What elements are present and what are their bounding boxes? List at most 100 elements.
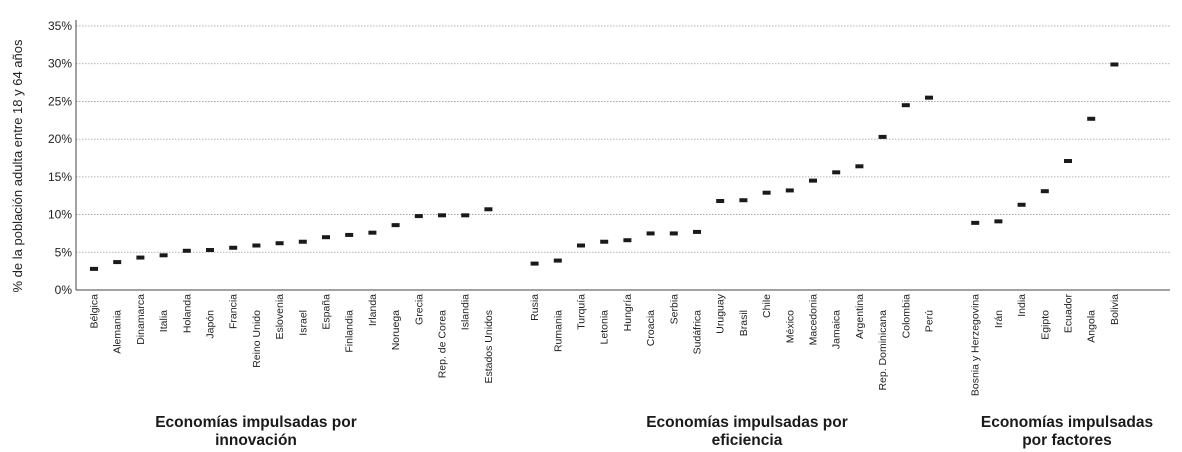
data-point — [252, 243, 261, 248]
data-point — [414, 214, 423, 219]
x-tick-label: Jamaica — [831, 310, 843, 349]
x-tick-label: Colombia — [900, 294, 912, 339]
x-tick-label: Brasil — [738, 310, 750, 336]
data-point — [809, 178, 817, 183]
data-point — [229, 245, 238, 250]
x-tick-labels: Bélgica Alemania Dinamarca Italia Holanda Jap… — [89, 293, 1121, 396]
data-point — [994, 219, 1003, 224]
data-point — [600, 239, 609, 244]
data-point — [1064, 159, 1072, 164]
y-tick-label: 5% — [55, 245, 73, 259]
data-point — [438, 213, 446, 218]
data-point — [530, 261, 539, 266]
data-point — [113, 260, 122, 265]
data-point — [669, 231, 678, 236]
data-point — [206, 248, 214, 253]
group-label-factors-line2: por factores — [1022, 432, 1112, 449]
y-tick-label: 25% — [48, 94, 72, 108]
x-tick-label: Reino Unido — [251, 310, 263, 368]
x-tick-label: Egipto — [1039, 310, 1051, 340]
data-point — [878, 134, 887, 139]
data-point — [136, 255, 145, 260]
group-label-efficiency: Economías impulsadas por eficiencia — [611, 414, 883, 450]
x-tick-label: Argentina — [854, 294, 866, 339]
y-tick-label: 10% — [48, 208, 72, 222]
x-tick-label: Perú — [924, 310, 936, 332]
x-tick-label: Alemania — [112, 310, 124, 354]
data-point — [368, 230, 377, 235]
data-point — [182, 248, 191, 253]
x-tick-label: Holanda — [181, 294, 193, 333]
x-tick-label: Rumania — [552, 310, 564, 352]
y-axis-label: % de la población adulta entre 18 y 64 a… — [10, 39, 25, 292]
x-tick-label: Serbia — [668, 294, 680, 325]
x-tick-label: México — [784, 310, 796, 343]
x-tick-label: Japón — [205, 310, 217, 339]
data-point — [785, 188, 794, 193]
y-tick-label: 20% — [48, 132, 72, 146]
x-tick-label: Uruguay — [715, 293, 727, 333]
group-label-innovation-line1: Economías impulsadas por — [155, 414, 357, 431]
x-tick-label: Eslovenia — [274, 294, 286, 340]
x-tick-label: Sudáfrica — [692, 310, 704, 355]
x-tick-label: Ecuador — [1063, 293, 1075, 333]
data-point — [1087, 116, 1096, 121]
x-tick-label: Irlanda — [367, 294, 379, 326]
data-point — [553, 258, 562, 263]
group-label-factors-line1: Economías impulsadas — [980, 414, 1154, 431]
x-tick-label: Chile — [761, 294, 773, 318]
data-point — [971, 220, 980, 225]
x-tick-label: Croacia — [645, 310, 657, 346]
group-label-factors: Economías impulsadas por factores — [960, 414, 1174, 450]
x-tick-label: Israel — [297, 310, 309, 336]
data-point — [716, 198, 725, 203]
group-label-efficiency-line1: Economías impulsadas por — [646, 414, 848, 431]
x-tick-label: Bélgica — [89, 294, 101, 329]
x-tick-label: Grecia — [413, 294, 425, 325]
x-tick-label: India — [1016, 294, 1028, 317]
data-point — [461, 213, 470, 218]
data-point — [693, 229, 701, 234]
x-tick-label: Rep. de Corea — [437, 310, 449, 378]
x-tick-label: Turquía — [576, 294, 588, 330]
data-point — [925, 95, 933, 100]
data-point — [855, 164, 864, 169]
x-tick-label: Bolivia — [1109, 294, 1121, 325]
data-point — [159, 253, 168, 258]
x-tick-label: Hungría — [622, 294, 634, 332]
data-point — [1017, 202, 1026, 207]
data-point — [739, 198, 748, 203]
data-point — [901, 103, 910, 108]
data-point — [90, 266, 98, 271]
y-tick-label: 15% — [48, 170, 72, 184]
gridlines — [76, 25, 1170, 253]
x-tick-label: Rep. Dominicana — [877, 310, 889, 391]
data-point — [1110, 62, 1119, 67]
x-tick-label: Bosnia y Herzegovina — [970, 294, 982, 396]
y-tick-label: 0% — [55, 283, 73, 297]
data-point — [1040, 189, 1049, 194]
x-tick-label: Noruega — [390, 310, 402, 350]
x-tick-label: Estados Unidos — [483, 310, 495, 384]
y-tick-label: 30% — [48, 57, 72, 71]
data-point — [345, 232, 354, 237]
x-tick-label: Francia — [228, 294, 240, 329]
y-tick-labels: 0% 5% 10% 15% 20% 25% 30% 35% — [48, 19, 72, 297]
x-tick-label: España — [321, 294, 333, 330]
x-tick-label: Macedonia — [808, 294, 820, 346]
group-label-innovation: Economías impulsadas por innovación — [120, 414, 392, 450]
data-point — [832, 170, 841, 175]
data-markers — [90, 62, 1119, 271]
data-point — [391, 223, 400, 228]
x-tick-label: Dinamarca — [135, 294, 147, 345]
group-label-efficiency-line2: eficiencia — [711, 432, 783, 449]
data-point — [646, 231, 655, 236]
x-tick-label: Rusia — [529, 294, 541, 321]
x-tick-label: Letonia — [599, 310, 611, 345]
x-tick-label: Italia — [158, 310, 170, 332]
data-point — [484, 207, 493, 212]
y-tick-label: 35% — [48, 19, 72, 33]
x-tick-label: Finlandia — [344, 310, 356, 353]
x-tick-label: Islandia — [460, 294, 472, 330]
